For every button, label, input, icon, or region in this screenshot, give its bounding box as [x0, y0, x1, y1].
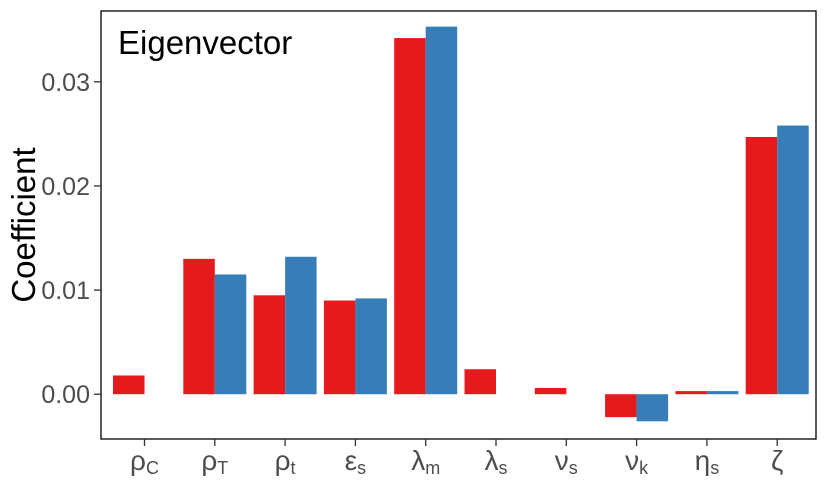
x-axis: ρC ρT ρt εs λm λs νs νk ηs ζ [130, 439, 783, 478]
y-tick-label: 0.00 [41, 381, 90, 409]
bar-series1-4 [323, 300, 356, 395]
x-tick-label-8: νk [625, 445, 649, 478]
x-tick-label-4: εs [345, 445, 366, 478]
y-tick-label: 0.02 [41, 173, 90, 201]
bar-series2-8 [636, 394, 669, 422]
x-tick-label-3: ρt [275, 445, 296, 478]
bars-layer [113, 26, 809, 422]
bar-series1-9 [675, 391, 707, 395]
x-tick-label-6: λs [485, 445, 508, 478]
bar-series2-10 [777, 125, 809, 395]
y-axis: 0.00 0.01 0.02 0.03 [41, 69, 101, 409]
bar-series1-10 [745, 137, 778, 395]
x-tick-label-10: ζ [771, 445, 783, 476]
x-tick-label-5: λm [411, 445, 440, 478]
chart-title: Eigenvector [118, 24, 292, 61]
bar-series2-5 [425, 26, 458, 395]
bar-series2-2 [214, 274, 247, 395]
bar-series1-3 [253, 295, 286, 395]
bar-series2-3 [285, 256, 317, 395]
x-tick-label-2: ρT [201, 445, 228, 478]
bar-series2-4 [355, 298, 387, 395]
bar-series1-8 [605, 394, 637, 418]
x-tick-label-1: ρC [130, 445, 159, 478]
bar-series1-1 [113, 375, 145, 395]
y-tick-label: 0.01 [41, 277, 90, 305]
bar-series1-6 [464, 369, 496, 395]
y-axis-title: Coefficient [5, 147, 42, 302]
bar-series1-2 [183, 258, 215, 395]
x-tick-label-7: νs [555, 445, 578, 478]
y-tick-label: 0.03 [41, 69, 90, 97]
panel-border [100, 10, 817, 440]
bar-series1-5 [394, 38, 426, 395]
bar-series2-9 [706, 391, 739, 395]
bar-series1-7 [534, 387, 567, 395]
x-tick-label-9: ηs [695, 445, 720, 478]
